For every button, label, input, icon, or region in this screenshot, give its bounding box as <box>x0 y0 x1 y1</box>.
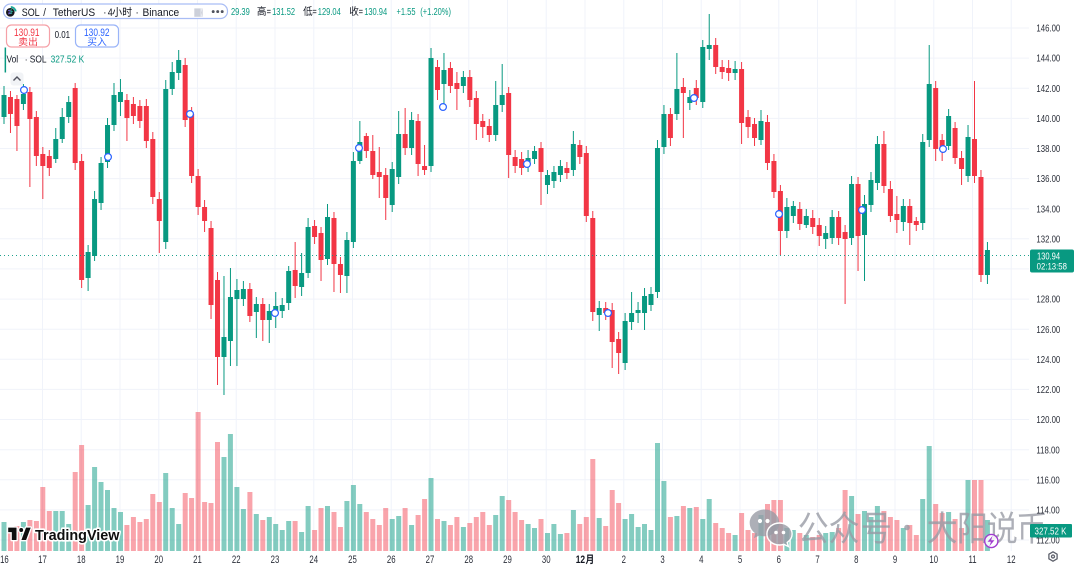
svg-text:144.00: 144.00 <box>1036 53 1060 64</box>
svg-text:18: 18 <box>77 553 86 566</box>
svg-text:4: 4 <box>108 7 113 19</box>
svg-text:25: 25 <box>348 553 357 566</box>
svg-text:28: 28 <box>464 553 473 566</box>
svg-text:/: / <box>43 7 46 19</box>
svg-text:129.04: 129.04 <box>318 6 341 17</box>
svg-text:0.01: 0.01 <box>55 29 70 40</box>
svg-text:4: 4 <box>699 553 703 566</box>
svg-text:9: 9 <box>893 553 897 566</box>
svg-text:+1.55: +1.55 <box>397 6 416 17</box>
svg-text:Vol: Vol <box>7 53 19 65</box>
svg-text:16: 16 <box>0 553 9 566</box>
svg-text:23: 23 <box>271 553 280 566</box>
svg-text:114.00: 114.00 <box>1036 504 1059 515</box>
svg-text:21: 21 <box>193 553 202 566</box>
svg-text:=: = <box>312 6 316 17</box>
svg-text:327.52 K: 327.52 K <box>51 53 85 65</box>
svg-text:130.94: 130.94 <box>1037 250 1060 261</box>
svg-text:116.00: 116.00 <box>1036 474 1059 485</box>
svg-text:5: 5 <box>738 553 742 566</box>
svg-text:131.52: 131.52 <box>272 6 295 17</box>
svg-text:11: 11 <box>968 553 976 566</box>
svg-text:7: 7 <box>815 553 819 566</box>
svg-text:3: 3 <box>660 553 664 566</box>
svg-text:138.00: 138.00 <box>1036 143 1060 154</box>
svg-text:140.00: 140.00 <box>1036 113 1060 124</box>
svg-text:8: 8 <box>854 553 858 566</box>
svg-text:142.00: 142.00 <box>1036 83 1060 94</box>
svg-text:118.00: 118.00 <box>1036 444 1059 455</box>
svg-text:Binance: Binance <box>143 8 180 19</box>
svg-text:112.00: 112.00 <box>1036 535 1059 546</box>
svg-text:SOL: SOL <box>30 53 47 65</box>
svg-text:136.00: 136.00 <box>1036 173 1060 184</box>
svg-text:17: 17 <box>38 553 47 566</box>
svg-text:·: · <box>103 7 106 19</box>
svg-text:146.00: 146.00 <box>1036 23 1060 34</box>
svg-text:120.00: 120.00 <box>1036 414 1060 425</box>
svg-text:10: 10 <box>929 553 938 566</box>
svg-text:29.39: 29.39 <box>231 6 250 17</box>
svg-text:27: 27 <box>426 553 435 566</box>
svg-text:22: 22 <box>232 553 241 566</box>
svg-text:30: 30 <box>542 553 551 566</box>
svg-text:SOL: SOL <box>22 7 40 19</box>
svg-text:122.00: 122.00 <box>1036 384 1060 395</box>
svg-text:126.00: 126.00 <box>1036 324 1060 335</box>
svg-text:6: 6 <box>777 553 781 566</box>
svg-text:29: 29 <box>503 553 512 566</box>
svg-text:132.00: 132.00 <box>1036 233 1060 244</box>
svg-text:128.00: 128.00 <box>1036 294 1060 305</box>
svg-text:130.94: 130.94 <box>364 6 387 17</box>
svg-text:=: = <box>359 6 363 17</box>
svg-text:327.52 K: 327.52 K <box>1035 525 1067 536</box>
svg-text:19: 19 <box>116 553 125 566</box>
svg-text:124.00: 124.00 <box>1036 354 1060 365</box>
svg-text:·: · <box>136 7 139 19</box>
svg-text:(+1.20%): (+1.20%) <box>420 6 451 17</box>
svg-text:TetherUS: TetherUS <box>53 8 95 19</box>
svg-text:=: = <box>267 6 271 17</box>
svg-text:·: · <box>25 53 28 65</box>
svg-text:130.92: 130.92 <box>84 27 110 39</box>
svg-text:130.91: 130.91 <box>14 27 40 39</box>
svg-text:TradingView: TradingView <box>35 528 120 544</box>
svg-text:20: 20 <box>154 553 163 566</box>
svg-text:24: 24 <box>309 553 318 566</box>
svg-text:12: 12 <box>1007 553 1016 566</box>
svg-text:26: 26 <box>387 553 396 566</box>
svg-text:2: 2 <box>622 553 626 566</box>
svg-text:134.00: 134.00 <box>1036 203 1060 214</box>
svg-text:12: 12 <box>576 554 585 566</box>
svg-text:02:13:58: 02:13:58 <box>1037 261 1067 272</box>
